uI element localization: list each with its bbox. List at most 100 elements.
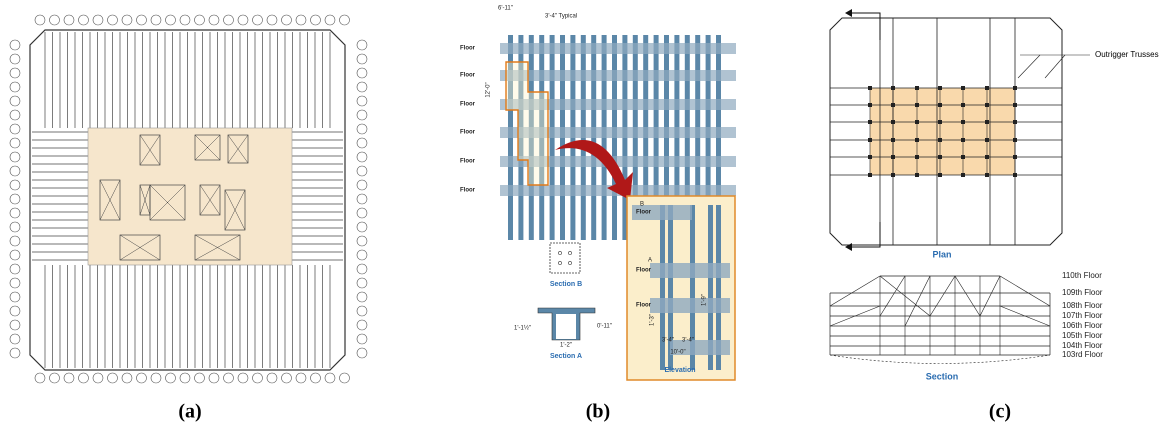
grid-bubble [10,138,20,148]
grid-bubble [267,15,277,25]
grid-bubble [311,373,321,383]
node [915,103,919,107]
callout: Outrigger Trusses [1095,50,1159,59]
grid-bubble [357,96,367,106]
node [915,155,919,159]
floor-label: 109th Floor [1062,288,1103,297]
grid-bubble [10,278,20,288]
bolt [568,261,571,264]
grid-bubble [151,15,161,25]
grid-bubble [357,138,367,148]
line [1018,55,1040,78]
elevation-title: Elevation [664,367,695,374]
grid-bubble [10,348,20,358]
dimension: 3'-4" [682,338,694,344]
grid-bubble [357,124,367,134]
floor-label: 106th Floor [1062,321,1103,330]
column [660,205,665,370]
grid-bubble [267,373,277,383]
node [1013,86,1017,90]
dimension: 1'-9" [702,294,708,306]
grid-bubble [357,334,367,344]
grid-bubble [357,250,367,260]
line [880,276,905,316]
bolt [568,251,571,254]
grid-bubble [10,194,20,204]
node [961,86,965,90]
grid-bubble [10,334,20,344]
grid-bubble [357,54,367,64]
section-b [550,243,580,273]
grid-bubble [357,110,367,120]
node [961,120,965,124]
grid-bubble [357,320,367,330]
node [868,103,872,107]
grid-bubble [10,68,20,78]
node [1013,120,1017,124]
marker: B [640,202,644,208]
grid-bubble [35,373,45,383]
grid-bubble [50,373,60,383]
grid-bubble [93,15,103,25]
bolt [558,261,561,264]
grid-bubble [10,264,20,274]
node [938,173,942,177]
section-arrow [852,13,880,40]
grid-bubble [151,373,161,383]
dimension: 1'-3" [650,314,656,326]
grid-bubble [166,373,176,383]
grid-bubble [238,373,248,383]
spandrel [500,43,736,54]
floor-label: 110th Floor [1062,271,1102,280]
grid-bubble [357,278,367,288]
grid-bubble [357,348,367,358]
floor-label: Floor [636,303,652,309]
grid-bubble [10,306,20,316]
grid-bubble [296,15,306,25]
grid-bubble [195,15,205,25]
floor-label: Floor [460,130,476,136]
floor-label: Floor [460,46,476,52]
grid-bubble [10,180,20,190]
node [938,86,942,90]
grid-bubble [357,68,367,78]
plan-label: Plan [932,249,951,259]
grid-bubble [209,15,219,25]
line [905,276,930,326]
dimension: 0'-11" [597,324,612,330]
spandrel [650,263,730,278]
floor-label: Floor [460,73,476,79]
node [891,173,895,177]
grid-bubble [357,292,367,302]
grid-bubble [10,222,20,232]
section-arrow [852,222,880,247]
grid-bubble [357,306,367,316]
floor-plan-a [10,15,367,383]
grid-bubble [357,264,367,274]
caption: (a) [178,401,201,423]
node [891,120,895,124]
line [1000,276,1050,306]
floor-label: 107th Floor [1062,311,1103,320]
section-a-void [556,314,576,339]
grid-bubble [357,166,367,176]
floor-label: Floor [460,159,476,165]
node [961,138,965,142]
dimension: 1'-2" [560,343,572,349]
grid-bubble [357,82,367,92]
grid-bubble [340,15,350,25]
node [868,155,872,159]
section-label: Section B [550,281,582,288]
grid-bubble [10,250,20,260]
grid-bubble [108,373,118,383]
floor-label: Floor [636,210,652,216]
grid-bubble [357,194,367,204]
line [930,276,955,316]
node [985,120,989,124]
grid-bubble [357,222,367,232]
arrowhead [845,9,852,17]
grid-bubble [93,373,103,383]
node [938,138,942,142]
grid-bubble [357,40,367,50]
